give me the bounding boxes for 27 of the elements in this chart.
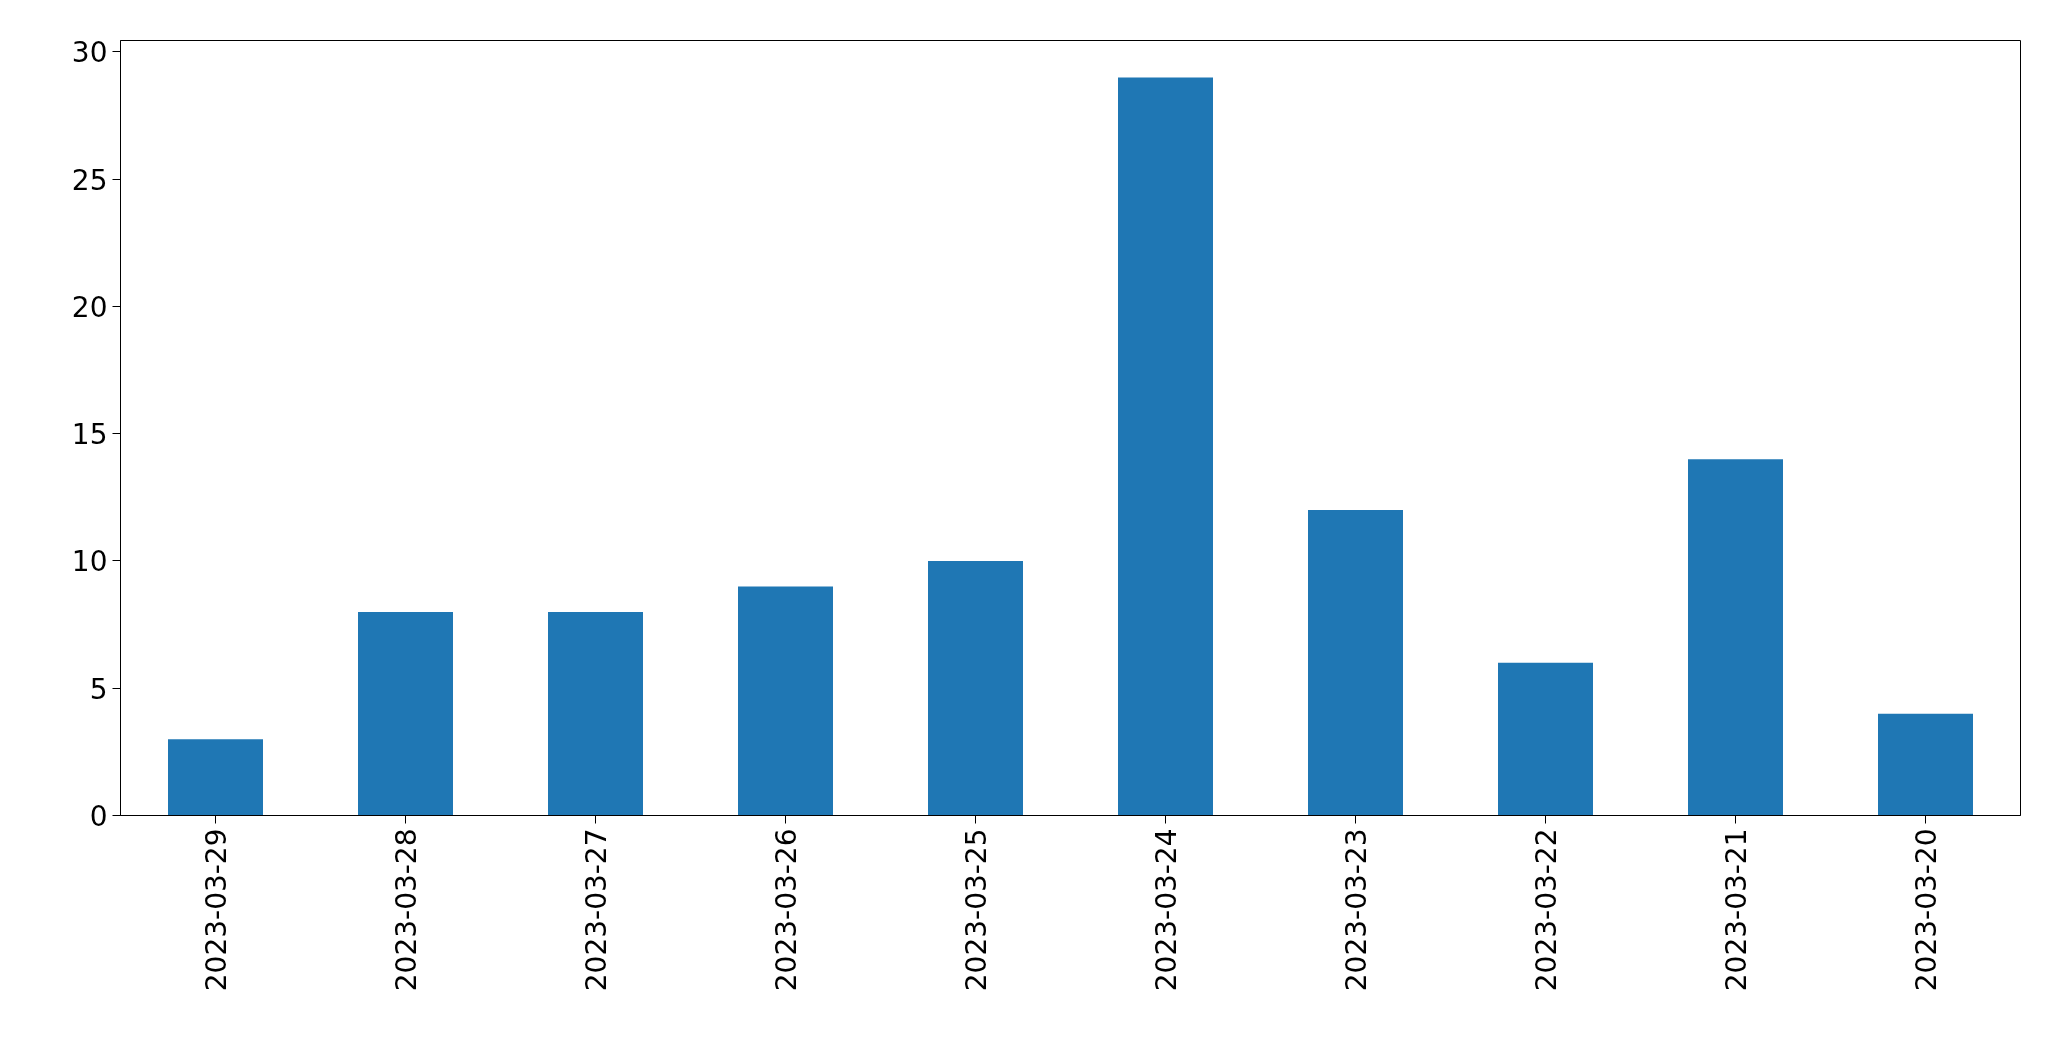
bar bbox=[168, 739, 263, 816]
y-tick-label: 15 bbox=[71, 418, 108, 452]
y-tick-label: 20 bbox=[71, 290, 108, 324]
x-tick-label: 2023-03-25 bbox=[960, 828, 993, 992]
x-tick-label: 2023-03-20 bbox=[1910, 828, 1943, 992]
bar bbox=[1498, 662, 1593, 816]
x-tick-label: 2023-03-26 bbox=[770, 828, 803, 992]
x-tick-label: 2023-03-29 bbox=[200, 828, 233, 992]
x-tick-label: 2023-03-28 bbox=[390, 828, 423, 992]
bar bbox=[738, 586, 833, 816]
x-tick-label: 2023-03-24 bbox=[1150, 828, 1183, 992]
bar bbox=[1308, 510, 1403, 816]
y-tick-label: 25 bbox=[71, 163, 108, 197]
y-tick-label: 10 bbox=[71, 545, 108, 579]
y-tick-label: 5 bbox=[89, 672, 108, 706]
bar bbox=[1688, 459, 1783, 816]
x-tick-label: 2023-03-22 bbox=[1530, 828, 1563, 992]
y-tick-label: 0 bbox=[89, 800, 108, 833]
bar bbox=[548, 611, 643, 816]
bar bbox=[358, 611, 453, 816]
x-tick-label: 2023-03-27 bbox=[580, 828, 613, 992]
x-tick-label: 2023-03-21 bbox=[1720, 828, 1753, 992]
bar bbox=[1118, 77, 1213, 816]
bar bbox=[1878, 713, 1973, 816]
x-tick-label: 2023-03-23 bbox=[1340, 828, 1373, 992]
bar bbox=[928, 560, 1023, 816]
y-tick-label: 30 bbox=[71, 36, 108, 70]
